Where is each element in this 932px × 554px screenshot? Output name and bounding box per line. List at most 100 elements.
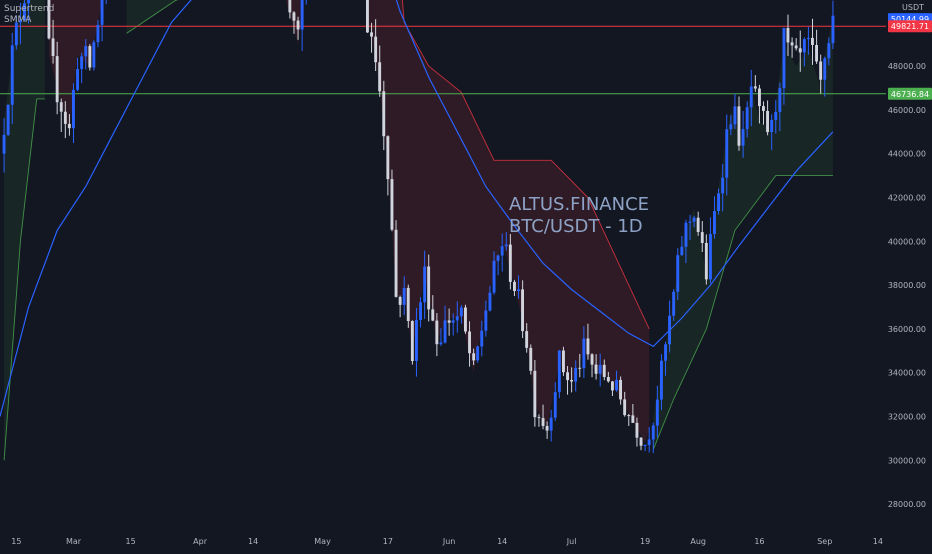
candle-body	[293, 12, 296, 20]
candle-body	[480, 331, 483, 347]
candle-body	[823, 58, 826, 79]
candle-body	[636, 423, 639, 438]
candle-body	[382, 91, 385, 136]
candle-body	[80, 56, 83, 69]
candle-body	[582, 339, 585, 369]
candle-body	[705, 243, 708, 280]
y-tick-label: 48000.00	[888, 62, 926, 71]
candle-body	[513, 282, 516, 291]
candle-body	[415, 320, 418, 361]
candle-body	[644, 445, 647, 446]
candle-body	[574, 368, 577, 382]
candle-body	[783, 28, 786, 88]
candle-body	[525, 331, 528, 348]
candle-body	[713, 211, 716, 234]
candle-body	[501, 246, 504, 255]
candle-body	[640, 438, 643, 446]
candle-body	[419, 302, 422, 320]
candle-body	[693, 218, 696, 222]
x-tick-label: 15	[11, 537, 21, 546]
x-tick-label: Mar	[66, 537, 82, 546]
candle-body	[742, 129, 745, 146]
x-tick-label: 16	[754, 537, 764, 546]
candle-body	[411, 321, 414, 361]
candle-body	[435, 321, 438, 345]
candle-body	[599, 365, 602, 374]
candle-body	[791, 42, 794, 45]
candle-body	[656, 400, 659, 426]
x-tick-label: 15	[126, 537, 136, 546]
y-tick-label: 40000.00	[888, 237, 926, 246]
candle-body	[803, 39, 806, 52]
candle-body	[815, 45, 818, 62]
candle-body	[811, 38, 814, 45]
candle-body	[562, 351, 565, 373]
candle-body	[366, 0, 369, 32]
candle-body	[832, 16, 835, 43]
candle-body	[685, 223, 688, 247]
x-tick-label: Apr	[193, 537, 208, 546]
candle-body	[427, 267, 430, 310]
candle-body	[819, 62, 822, 80]
y-tick-label: 42000.00	[888, 194, 926, 203]
candle-body	[489, 293, 492, 311]
candle-body	[570, 380, 573, 382]
y-tick-label: 34000.00	[888, 369, 926, 378]
candle-body	[660, 361, 663, 400]
watermark-subtitle: BTC/USDT - 1D	[509, 216, 643, 237]
candle-body	[546, 426, 549, 431]
candle-body	[554, 392, 557, 418]
candle-body	[464, 308, 467, 332]
candle-body	[595, 365, 598, 374]
candle-body	[97, 25, 100, 42]
candle-body	[734, 106, 737, 124]
indicator-supertrend[interactable]: Supertrend	[4, 4, 54, 15]
candle-body	[386, 136, 389, 179]
candle-body	[697, 218, 700, 232]
x-tick-label: Jul	[566, 537, 577, 546]
indicator-smma[interactable]: SMMA	[4, 15, 54, 26]
candle-body	[60, 102, 63, 112]
candle-body	[395, 230, 398, 297]
candle-body	[440, 343, 443, 345]
candle-body	[533, 371, 536, 417]
candle-body	[701, 232, 704, 243]
y-tick-label: 32000.00	[888, 413, 926, 422]
x-tick-label: May	[314, 537, 331, 546]
candle-body	[452, 320, 455, 322]
candle-body	[558, 351, 561, 393]
candle-body	[770, 120, 773, 132]
candle-body	[7, 105, 10, 135]
candle-body	[778, 88, 781, 112]
candle-body	[758, 89, 761, 107]
candle-body	[721, 178, 724, 194]
candle-body	[591, 354, 594, 364]
candle-body	[676, 255, 679, 292]
candle-body	[566, 372, 569, 380]
candle-body	[799, 48, 802, 52]
candle-body	[587, 339, 590, 355]
y-tick-label: 38000.00	[888, 281, 926, 290]
price-tag-label: 49821.71	[891, 22, 929, 31]
price-tag: 49821.71	[888, 20, 932, 32]
candle-body	[460, 308, 463, 317]
candle-body	[729, 124, 732, 129]
candle-body	[746, 107, 749, 129]
y-tick-label: 28000.00	[888, 500, 926, 509]
x-tick-label: 14	[873, 537, 883, 546]
candle-body	[774, 112, 777, 120]
candle-body	[627, 415, 630, 416]
candle-body	[297, 21, 300, 30]
candle-body	[484, 311, 487, 331]
candle-body	[664, 344, 667, 361]
candle-body	[607, 377, 610, 381]
y-tick-label: 46000.00	[888, 106, 926, 115]
candle-body	[542, 418, 545, 426]
candle-body	[423, 267, 426, 303]
x-tick-label: Jun	[442, 537, 456, 546]
candle-body	[529, 348, 532, 371]
candle-body	[68, 124, 71, 128]
price-axis-background	[886, 0, 932, 550]
